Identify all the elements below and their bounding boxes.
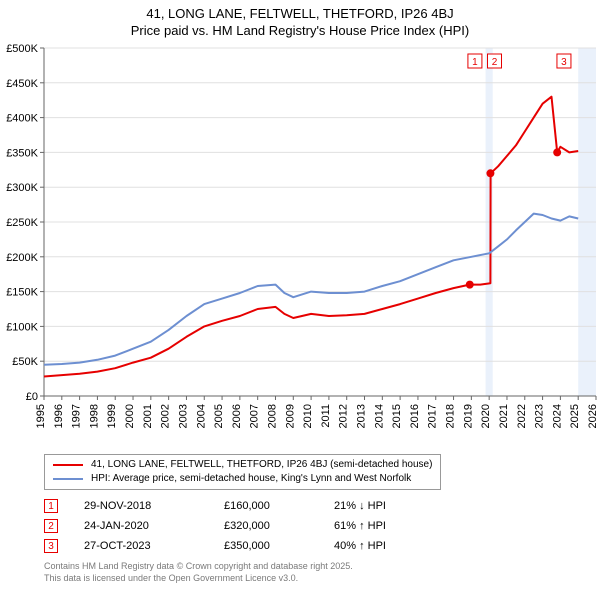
svg-text:1995: 1995 — [35, 404, 47, 428]
svg-text:2021: 2021 — [498, 404, 510, 428]
svg-text:2004: 2004 — [195, 404, 207, 428]
svg-text:2008: 2008 — [266, 404, 278, 428]
svg-text:1997: 1997 — [71, 404, 83, 428]
svg-text:2024: 2024 — [551, 404, 563, 428]
svg-text:£450K: £450K — [6, 78, 38, 90]
sales-table: 1 29-NOV-2018£160,00021% ↓ HPI 2 24-JAN-202… — [44, 496, 444, 556]
sale-marker-box: 1 — [44, 499, 58, 513]
sale-date: 24-JAN-2020 — [84, 520, 224, 532]
sale-delta: 61% ↑ HPI — [334, 520, 444, 532]
sale-delta: 21% ↓ HPI — [334, 500, 444, 512]
svg-text:2018: 2018 — [445, 404, 457, 428]
svg-text:2017: 2017 — [427, 404, 439, 428]
title-line2: Price paid vs. HM Land Registry's House … — [0, 23, 600, 38]
footer-line2: This data is licensed under the Open Gov… — [44, 572, 353, 584]
svg-text:2026: 2026 — [587, 404, 599, 428]
svg-text:2000: 2000 — [124, 404, 136, 428]
svg-text:£350K: £350K — [6, 147, 38, 159]
svg-text:£200K: £200K — [6, 252, 38, 264]
svg-text:2015: 2015 — [391, 404, 403, 428]
sale-price: £350,000 — [224, 540, 334, 552]
svg-text:2011: 2011 — [320, 404, 332, 428]
svg-text:£0: £0 — [26, 391, 38, 403]
chart-svg: £0 £50K £100K £150K £200K £250K £300K £350K £400… — [0, 44, 600, 450]
sale-delta: 40% ↑ HPI — [334, 540, 444, 552]
svg-text:2002: 2002 — [160, 404, 172, 428]
title-line1: 41, LONG LANE, FELTWELL, THETFORD, IP26 … — [0, 6, 600, 21]
legend-label: HPI: Average price, semi-detached house,… — [91, 472, 411, 486]
chart-area: £0 £50K £100K £150K £200K £250K £300K £350K £400… — [0, 44, 600, 450]
svg-text:1996: 1996 — [53, 404, 65, 428]
svg-text:£300K: £300K — [6, 182, 38, 194]
legend: 41, LONG LANE, FELTWELL, THETFORD, IP26 … — [44, 454, 441, 490]
svg-text:2: 2 — [492, 57, 498, 68]
svg-text:2025: 2025 — [569, 404, 581, 428]
svg-text:2006: 2006 — [231, 404, 243, 428]
svg-text:2001: 2001 — [142, 404, 154, 428]
svg-text:2014: 2014 — [373, 404, 385, 428]
svg-text:2009: 2009 — [284, 404, 296, 428]
svg-text:2013: 2013 — [356, 404, 368, 428]
sale-marker-box: 3 — [44, 539, 58, 553]
svg-text:£250K: £250K — [6, 217, 38, 229]
svg-text:£100K: £100K — [6, 321, 38, 333]
sale-price: £160,000 — [224, 500, 334, 512]
svg-text:£150K: £150K — [6, 287, 38, 299]
svg-text:2020: 2020 — [480, 404, 492, 428]
footer-line1: Contains HM Land Registry data © Crown c… — [44, 560, 353, 572]
svg-text:2007: 2007 — [249, 404, 261, 428]
sales-table-row: 1 29-NOV-2018£160,00021% ↓ HPI — [44, 496, 444, 516]
svg-text:2003: 2003 — [177, 404, 189, 428]
svg-text:2016: 2016 — [409, 404, 421, 428]
legend-swatch — [53, 464, 83, 466]
svg-text:1999: 1999 — [106, 404, 118, 428]
sale-date: 29-NOV-2018 — [84, 500, 224, 512]
svg-text:1: 1 — [472, 57, 478, 68]
svg-text:1998: 1998 — [88, 404, 100, 428]
svg-text:2023: 2023 — [534, 404, 546, 428]
svg-text:2010: 2010 — [302, 404, 314, 428]
sale-date: 27-OCT-2023 — [84, 540, 224, 552]
svg-text:£50K: £50K — [12, 356, 38, 368]
sale-marker-box: 2 — [44, 519, 58, 533]
svg-text:£500K: £500K — [6, 44, 38, 55]
footer-attribution: Contains HM Land Registry data © Crown c… — [44, 560, 353, 584]
chart-titles: 41, LONG LANE, FELTWELL, THETFORD, IP26 … — [0, 0, 600, 38]
legend-label: 41, LONG LANE, FELTWELL, THETFORD, IP26 … — [91, 458, 432, 472]
legend-row: 41, LONG LANE, FELTWELL, THETFORD, IP26 … — [53, 458, 432, 472]
svg-text:2005: 2005 — [213, 404, 225, 428]
legend-row: HPI: Average price, semi-detached house,… — [53, 472, 432, 486]
sale-price: £320,000 — [224, 520, 334, 532]
svg-text:£400K: £400K — [6, 113, 38, 125]
svg-text:2022: 2022 — [516, 404, 528, 428]
svg-text:2012: 2012 — [338, 404, 350, 428]
legend-swatch — [53, 478, 83, 480]
sales-table-row: 3 27-OCT-2023£350,00040% ↑ HPI — [44, 536, 444, 556]
sales-table-row: 2 24-JAN-2020£320,00061% ↑ HPI — [44, 516, 444, 536]
svg-text:3: 3 — [561, 57, 567, 68]
svg-text:2019: 2019 — [462, 404, 474, 428]
